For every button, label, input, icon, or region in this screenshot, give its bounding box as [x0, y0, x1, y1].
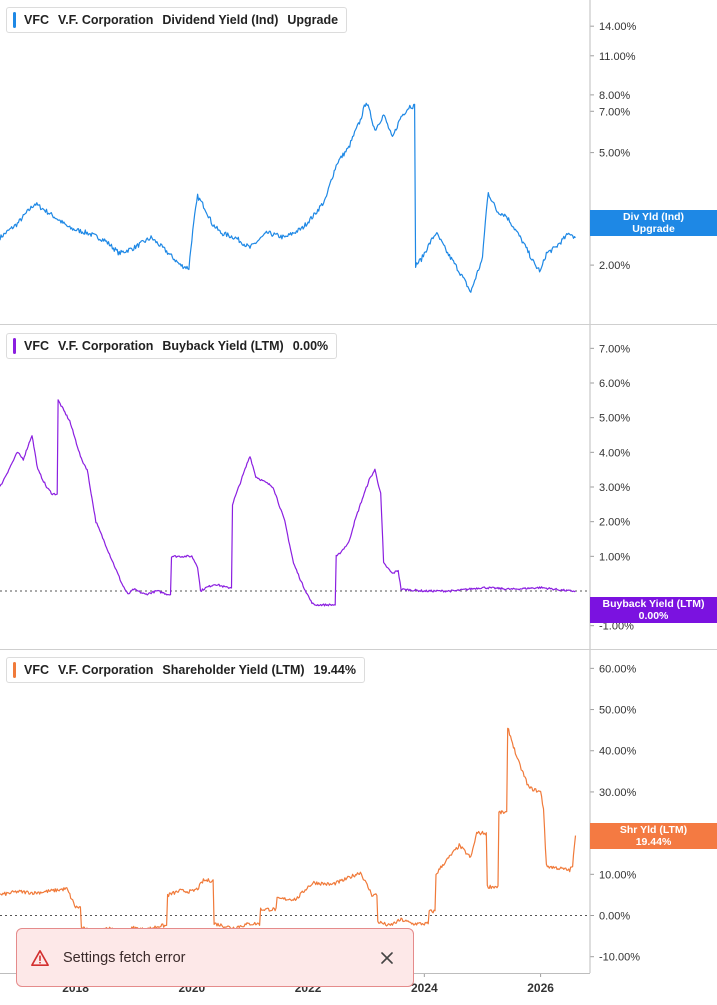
y-tick-label: 7.00%	[599, 106, 630, 118]
y-tick-label: 5.00%	[599, 413, 630, 425]
x-tick-label: 2026	[527, 981, 554, 995]
y-tick-label: 40.00%	[599, 746, 637, 758]
y-tick-label: -10.00%	[599, 952, 640, 964]
legend-swatch	[13, 12, 16, 28]
legend-ticker: VFC	[24, 13, 49, 27]
badge-line1: Buyback Yield (LTM)	[602, 598, 705, 610]
warning-triangle-icon	[31, 949, 49, 966]
legend-metric: Buyback Yield (LTM)	[162, 339, 284, 353]
legend-value: 0.00%	[292, 339, 329, 353]
y-tick-label: 6.00%	[599, 378, 630, 390]
y-tick-label: 60.00%	[599, 663, 637, 675]
y-tick-label: -1.00%	[599, 621, 634, 633]
toast-close-button[interactable]	[373, 944, 401, 972]
y-tick-label: 4.00%	[599, 447, 630, 459]
legend-company: V.F. Corporation	[58, 13, 154, 27]
y-tick-label: 10.00%	[599, 869, 637, 881]
badge-line1: Div Yld (Ind)	[622, 211, 685, 223]
legend-company: V.F. Corporation	[58, 339, 154, 353]
legend-ticker: VFC	[24, 339, 49, 353]
panel-lines	[0, 102, 590, 934]
y-tick-label: 8.00%	[599, 90, 630, 102]
close-icon	[381, 951, 393, 964]
badge-line2: Upgrade	[632, 223, 675, 235]
legend-swatch	[13, 662, 16, 678]
badge-line1: Shr Yld (LTM)	[619, 824, 688, 836]
badge-dividend-yield: Div Yld (Ind) Upgrade	[590, 210, 717, 236]
legend-metric: Dividend Yield (Ind)	[162, 13, 279, 27]
legend-value: 19.44%	[313, 663, 356, 677]
y-tick-label: 30.00%	[599, 787, 637, 799]
legend-dividend-yield[interactable]: VFC V.F. Corporation Dividend Yield (Ind…	[6, 7, 348, 33]
legend-company: V.F. Corporation	[58, 663, 154, 677]
badge-line2: 0.00%	[638, 610, 669, 622]
y-tick-label: 3.00%	[599, 482, 630, 494]
y-tick-label: 1.00%	[599, 551, 630, 563]
y-tick-label: 14.00%	[599, 21, 637, 33]
legend-value[interactable]: Upgrade	[287, 13, 339, 27]
badge-shareholder-yield: Shr Yld (LTM) 19.44%	[590, 823, 717, 849]
legend-swatch	[13, 338, 16, 354]
y-tick-label: 2.00%	[599, 260, 630, 272]
y-tick-label: 11.00%	[599, 51, 636, 63]
y-tick-label: 50.00%	[599, 705, 637, 717]
legend-ticker: VFC	[24, 663, 49, 677]
y-tick-label: 2.00%	[599, 517, 630, 529]
legend-shareholder-yield[interactable]: VFC V.F. Corporation Shareholder Yield (…	[6, 657, 365, 683]
x-tick-label: 2024	[411, 981, 438, 995]
legend-metric: Shareholder Yield (LTM)	[162, 663, 305, 677]
series-line-2	[0, 399, 576, 607]
badge-line2: 19.44%	[635, 836, 672, 848]
error-toast: Settings fetch error	[16, 928, 414, 987]
y-tick-label: 7.00%	[599, 343, 630, 355]
series-line-1	[0, 102, 576, 293]
y-axes: 14.00% 11.00% 8.00% 7.00% 5.00% 3.00% 2.00% 7.0…	[590, 21, 640, 964]
y-tick-label: 5.00%	[599, 148, 630, 160]
toast-message: Settings fetch error	[63, 949, 186, 966]
legend-buyback-yield[interactable]: VFC V.F. Corporation Buyback Yield (LTM)…	[6, 333, 338, 359]
badge-buyback-yield: Buyback Yield (LTM) 0.00%	[590, 597, 717, 623]
series-line-3	[0, 727, 577, 934]
y-tick-label: 0.00%	[599, 911, 630, 923]
